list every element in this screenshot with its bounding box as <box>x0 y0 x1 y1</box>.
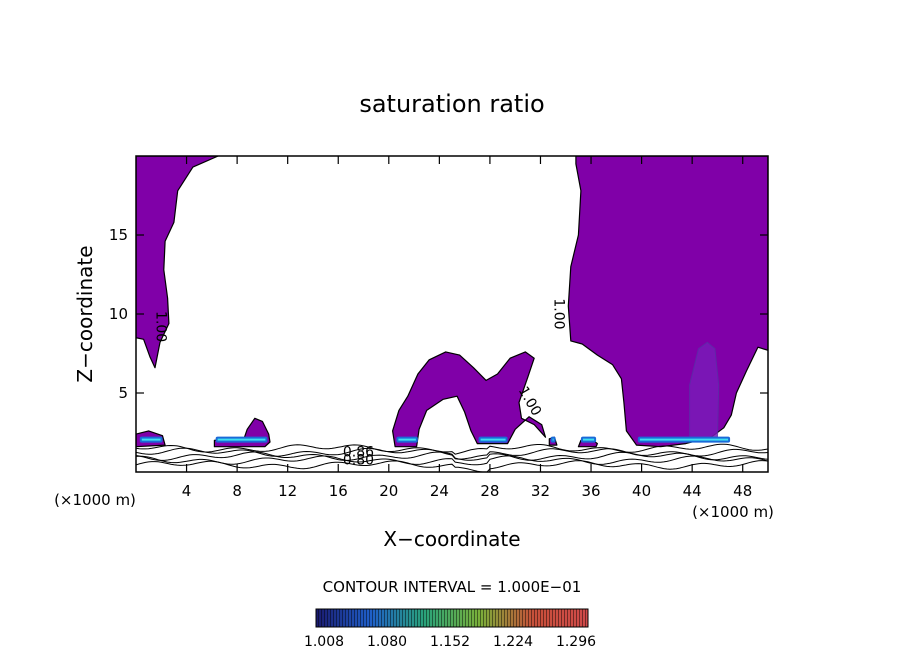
contour-interval-text: CONTOUR INTERVAL = 1.000E−01 <box>323 578 582 596</box>
cloud-region-1 <box>567 156 768 448</box>
x-tick-label-12: 12 <box>278 482 297 500</box>
y-tick-label-10: 10 <box>109 305 128 323</box>
colorbar-label-1: 1.080 <box>367 634 407 650</box>
y-tick-label-15: 15 <box>109 226 128 244</box>
cyan-band-6 <box>639 438 729 441</box>
cloud-region-2 <box>392 351 547 448</box>
contour-label-4: 0.86 <box>343 444 374 460</box>
cyan-band-5 <box>582 438 595 441</box>
colorbar-frame <box>315 608 589 628</box>
contour-line-3 <box>136 447 768 460</box>
cloud-regions <box>136 156 768 448</box>
colorbar-label-3: 1.224 <box>493 634 533 650</box>
cyan-band-1 <box>217 438 266 441</box>
inner-contour-shape <box>689 341 720 441</box>
x-tick-label-8: 8 <box>232 482 242 500</box>
contour-line-2 <box>136 451 768 461</box>
x-tick-label-36: 36 <box>581 482 600 500</box>
colorbar-stripes <box>316 609 588 627</box>
x-tick-label-24: 24 <box>430 482 449 500</box>
x-tick-label-28: 28 <box>480 482 499 500</box>
x-unit-left: (×1000 m) <box>54 491 136 509</box>
contour-line-1 <box>136 455 768 466</box>
contour-label-0: 1.00 <box>152 311 168 342</box>
inner-contour <box>689 341 720 441</box>
cloud-region-0 <box>136 156 219 369</box>
low-level-contour-lines <box>136 443 768 472</box>
y-tick-label-5: 5 <box>118 384 128 402</box>
x-unit-right: (×1000 m) <box>692 503 774 521</box>
x-tick-label-40: 40 <box>632 482 651 500</box>
x-tick-label-32: 32 <box>531 482 550 500</box>
cyan-band-4 <box>552 438 554 441</box>
x-tick-label-20: 20 <box>379 482 398 500</box>
x-tick-label-48: 48 <box>733 482 752 500</box>
plot-area: 1.00 1.001.000.800.86 <box>136 156 768 472</box>
contour-line-0 <box>136 460 768 472</box>
colorbar-label-4: 1.296 <box>556 634 596 650</box>
y-axis-label: Z−coordinate <box>73 245 97 382</box>
x-axis-ticks: 4 8 12 16 20 24 28 32 36 40 44 48 <box>182 156 752 500</box>
cyan-band-2 <box>398 438 416 441</box>
contour-line-4 <box>136 443 768 455</box>
chart-title: saturation ratio <box>359 90 544 118</box>
contour-label-1: 1.00 <box>550 298 566 329</box>
colorbar: 1.008 1.080 1.152 1.224 1.296 <box>304 608 596 650</box>
cyan-band-3 <box>480 438 506 441</box>
colorbar-label-2: 1.152 <box>430 634 470 650</box>
cyan-band-0 <box>141 438 161 441</box>
y-axis-ticks: 5 10 15 <box>109 226 768 402</box>
x-tick-label-16: 16 <box>329 482 348 500</box>
colorbar-label-0: 1.008 <box>304 634 344 650</box>
x-tick-label-4: 4 <box>182 482 192 500</box>
colorbar-labels: 1.008 1.080 1.152 1.224 1.296 <box>304 634 596 650</box>
x-tick-label-44: 44 <box>683 482 702 500</box>
contour-label-3: 0.80 <box>343 452 374 468</box>
blue-band-layer <box>139 436 731 443</box>
x-axis-label: X−coordinate <box>383 527 520 551</box>
